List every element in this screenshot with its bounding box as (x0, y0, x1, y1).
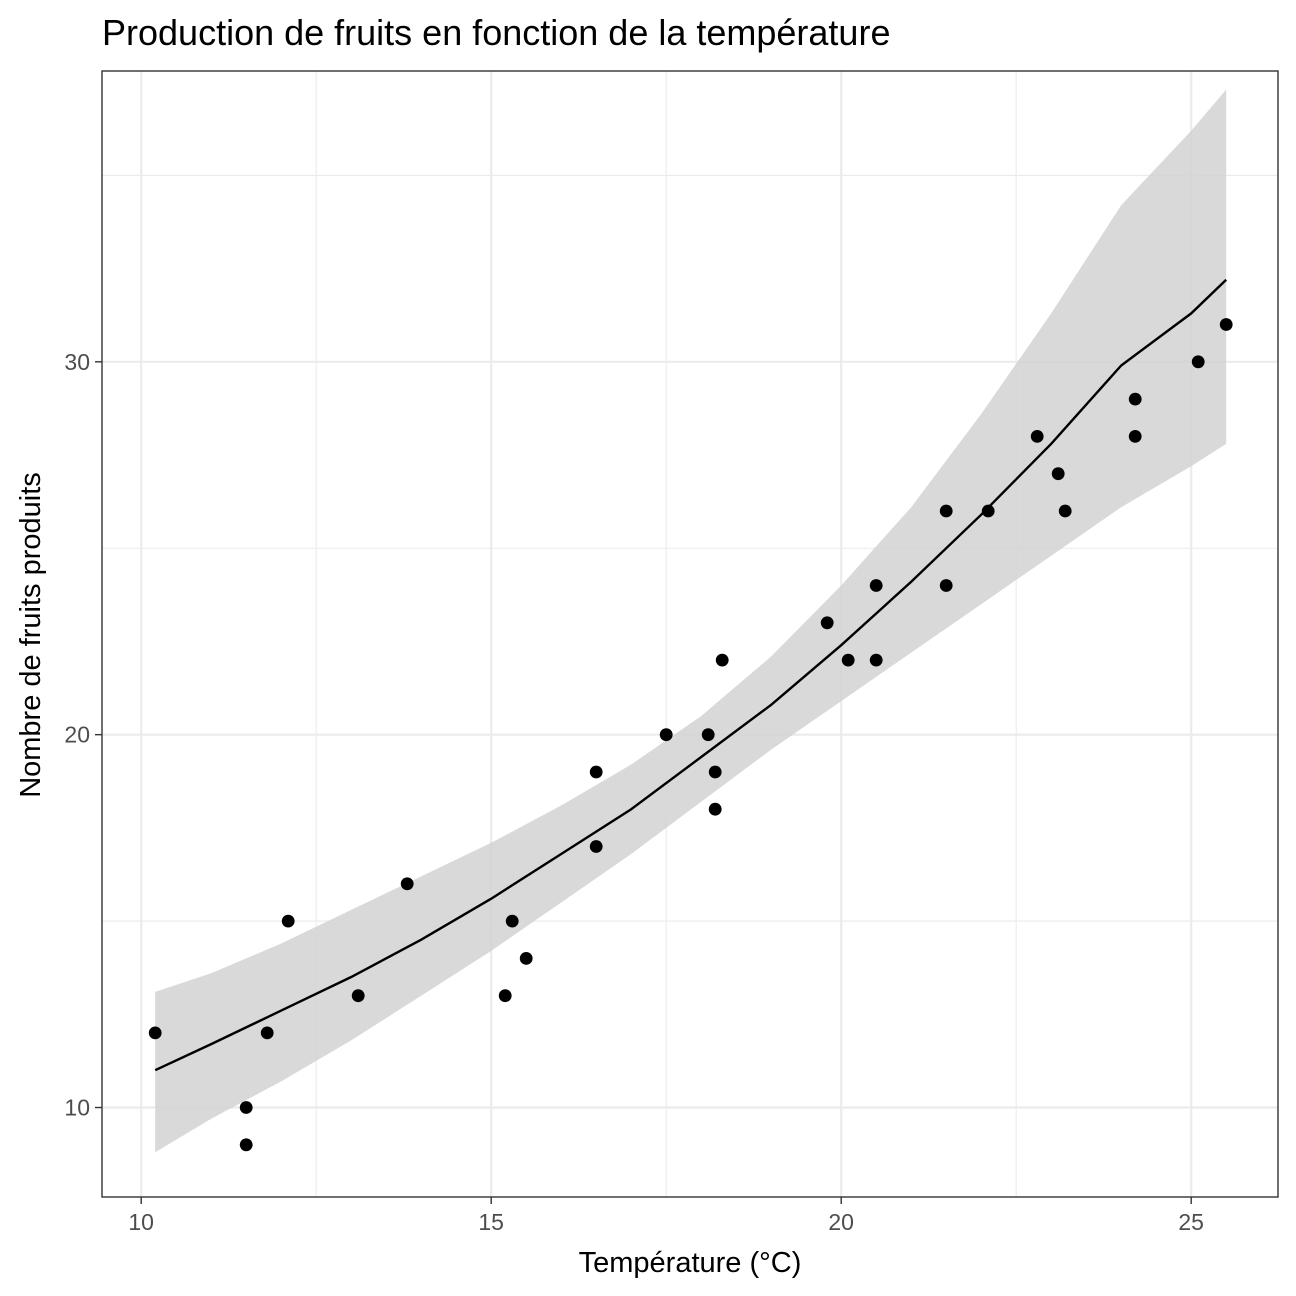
minor-gridlines (102, 71, 1278, 1197)
data-point (1030, 430, 1044, 443)
y-tick-label: 20 (64, 722, 90, 748)
panel-border (101, 70, 1279, 1198)
x-tick-label: 15 (478, 1209, 504, 1235)
data-point (519, 952, 533, 965)
data-point (841, 653, 855, 667)
data-point (820, 616, 834, 630)
data-point (708, 765, 722, 779)
x-axis-ticks: 10 15 20 25 (128, 1197, 1204, 1235)
data-point (981, 504, 995, 518)
data-point (869, 579, 883, 592)
data-point (939, 504, 953, 518)
data-point (701, 728, 715, 742)
data-point (498, 989, 512, 1003)
data-point (1191, 355, 1205, 369)
data-point (260, 1026, 274, 1040)
data-point (869, 653, 883, 667)
confidence-band (155, 89, 1227, 1153)
fit-curve (154, 278, 1228, 1072)
data-point (939, 579, 953, 592)
data-point (505, 914, 519, 928)
data-point (281, 914, 295, 928)
data-point (1128, 430, 1142, 443)
data-point (659, 728, 673, 742)
data-point (1128, 392, 1142, 406)
data-point (1219, 318, 1233, 331)
x-tick-label: 25 (1178, 1209, 1204, 1235)
x-tick-label: 10 (128, 1209, 154, 1235)
data-point (148, 1026, 162, 1040)
x-axis-title: Température (°C) (579, 1247, 802, 1279)
data-point (589, 765, 603, 779)
y-axis-ticks: 10 20 30 (64, 349, 102, 1121)
y-tick-label: 30 (64, 349, 90, 375)
data-point (1058, 504, 1072, 518)
data-point (351, 989, 365, 1003)
data-point (589, 840, 603, 853)
data-point (239, 1101, 253, 1114)
fit-curve-layer (154, 278, 1228, 1072)
data-points-layer (148, 318, 1233, 1152)
y-axis-title: Nombre de fruits produits (15, 472, 47, 798)
chart-title: Production de fruits en fonction de la t… (102, 12, 890, 53)
data-point (239, 1138, 253, 1152)
x-tick-label: 20 (828, 1209, 854, 1235)
major-gridlines (102, 71, 1278, 1197)
confidence-band-layer (155, 89, 1227, 1153)
data-point (708, 802, 722, 816)
y-tick-label: 10 (64, 1095, 90, 1121)
data-point (1051, 467, 1065, 481)
data-point (400, 877, 414, 891)
data-point (715, 653, 729, 667)
